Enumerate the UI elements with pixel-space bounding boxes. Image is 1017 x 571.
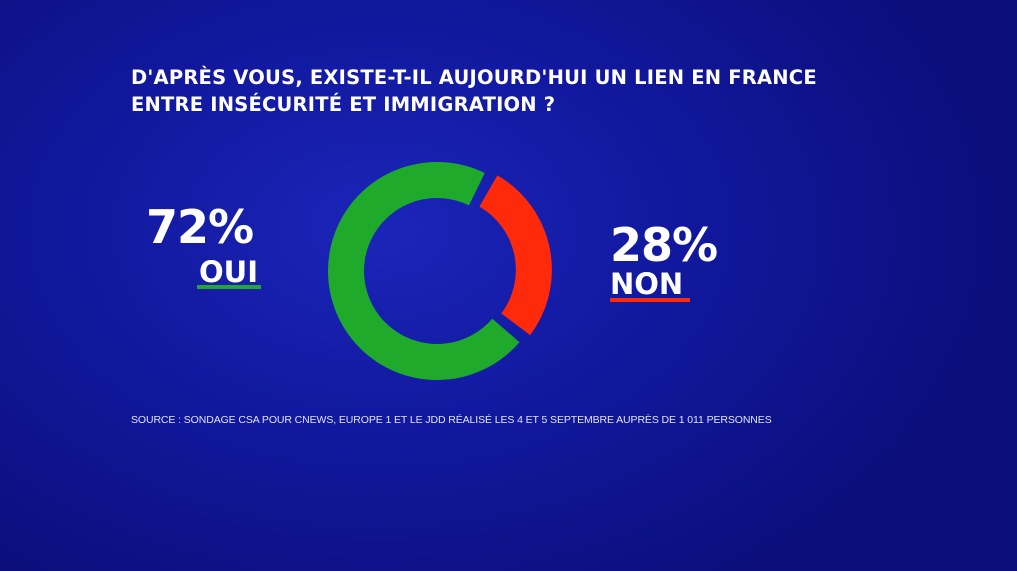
non-percent: 28% [610,218,718,272]
slice-oui [328,161,520,380]
non-label: NON [610,267,684,301]
oui-label: OUI [199,255,258,289]
chart-title: D'APRÈS VOUS, EXISTE-T-IL AUJOURD'HUI UN… [131,64,817,118]
title-line-1: D'APRÈS VOUS, EXISTE-T-IL AUJOURD'HUI UN… [131,66,817,89]
oui-percent: 72% [146,200,254,254]
slice-non [479,175,552,336]
source-note: SOURCE : SONDAGE CSA POUR CNEWS, EUROPE … [131,414,772,426]
non-underline [610,298,690,302]
oui-underline [197,285,261,289]
title-line-2: ENTRE INSÉCURITÉ ET IMMIGRATION ? [131,93,556,116]
